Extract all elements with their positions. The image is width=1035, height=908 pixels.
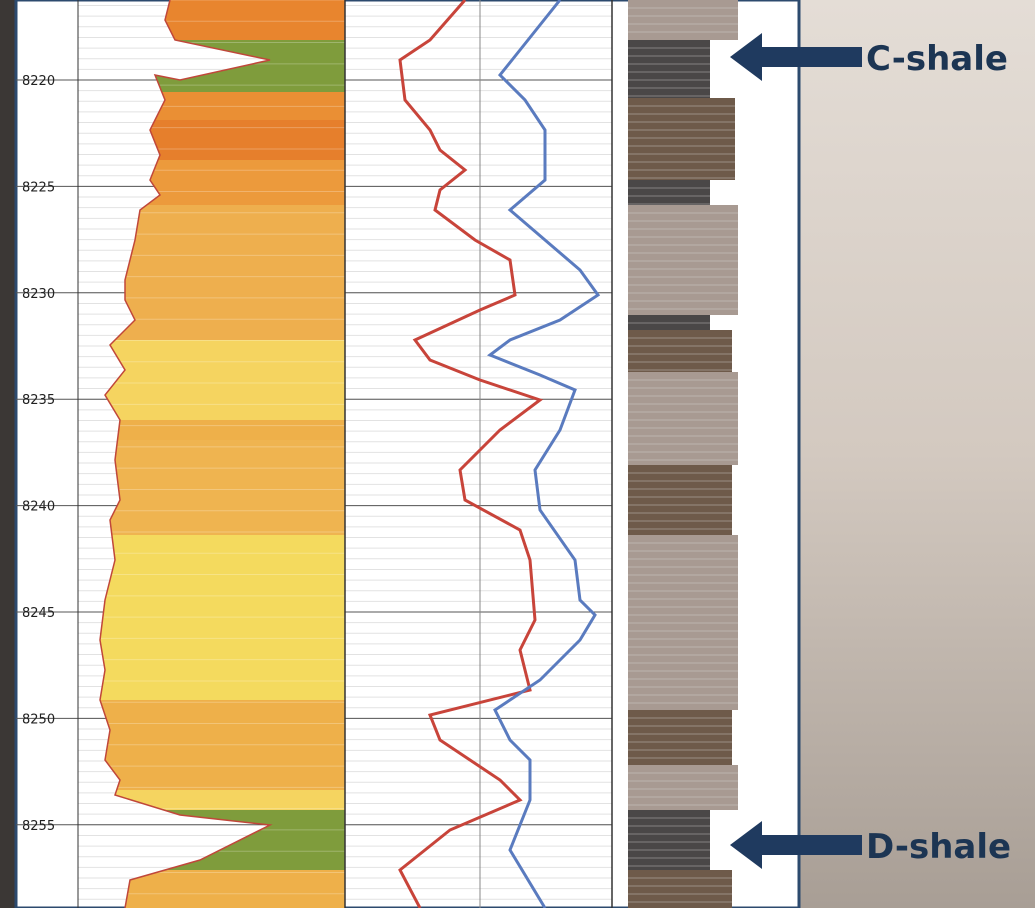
lithology-column xyxy=(628,0,738,908)
annotation: D-shale xyxy=(866,827,1011,867)
depth-label: 8230 xyxy=(22,287,55,302)
fill-band xyxy=(100,340,345,420)
fill-band xyxy=(100,790,345,810)
arrow xyxy=(730,821,862,869)
depth-label: 8225 xyxy=(22,180,55,195)
lithology-bed xyxy=(628,315,710,330)
depth-label: 8250 xyxy=(22,712,55,727)
lithology-bed xyxy=(628,98,735,180)
annotation: C-shale xyxy=(866,39,1008,79)
depth-label: 8245 xyxy=(22,606,55,621)
lithology-bed xyxy=(628,0,738,40)
lithology-bed xyxy=(628,465,732,535)
depth-label: 8255 xyxy=(22,819,55,834)
depth-label: 8220 xyxy=(22,74,55,89)
lithology-bed xyxy=(628,710,732,765)
fill-band xyxy=(100,700,345,790)
lithology-bed xyxy=(628,205,738,315)
lithology-bed xyxy=(628,40,710,98)
arrow xyxy=(730,33,862,81)
depth-labels: 8220 8225 8230 8235 8240 8245 8250 8255 xyxy=(22,74,55,834)
blue-curve xyxy=(486,0,601,908)
depth-label: 8235 xyxy=(22,393,55,408)
red-curve xyxy=(398,0,544,908)
lithology-bed xyxy=(628,810,710,870)
lithology-bed xyxy=(628,372,738,465)
lithology-bed xyxy=(628,765,738,810)
lithology-bed xyxy=(628,870,732,908)
fill-band xyxy=(100,535,345,700)
lithology-bed xyxy=(628,535,738,710)
gamma-curve xyxy=(99,0,273,908)
fill-band xyxy=(100,420,345,440)
core-image xyxy=(0,0,16,908)
depth-label: 8240 xyxy=(22,500,55,515)
fill-band xyxy=(100,205,345,340)
lithology-bed xyxy=(628,180,710,205)
lithology-bed xyxy=(628,330,732,372)
fill-band xyxy=(100,440,345,535)
